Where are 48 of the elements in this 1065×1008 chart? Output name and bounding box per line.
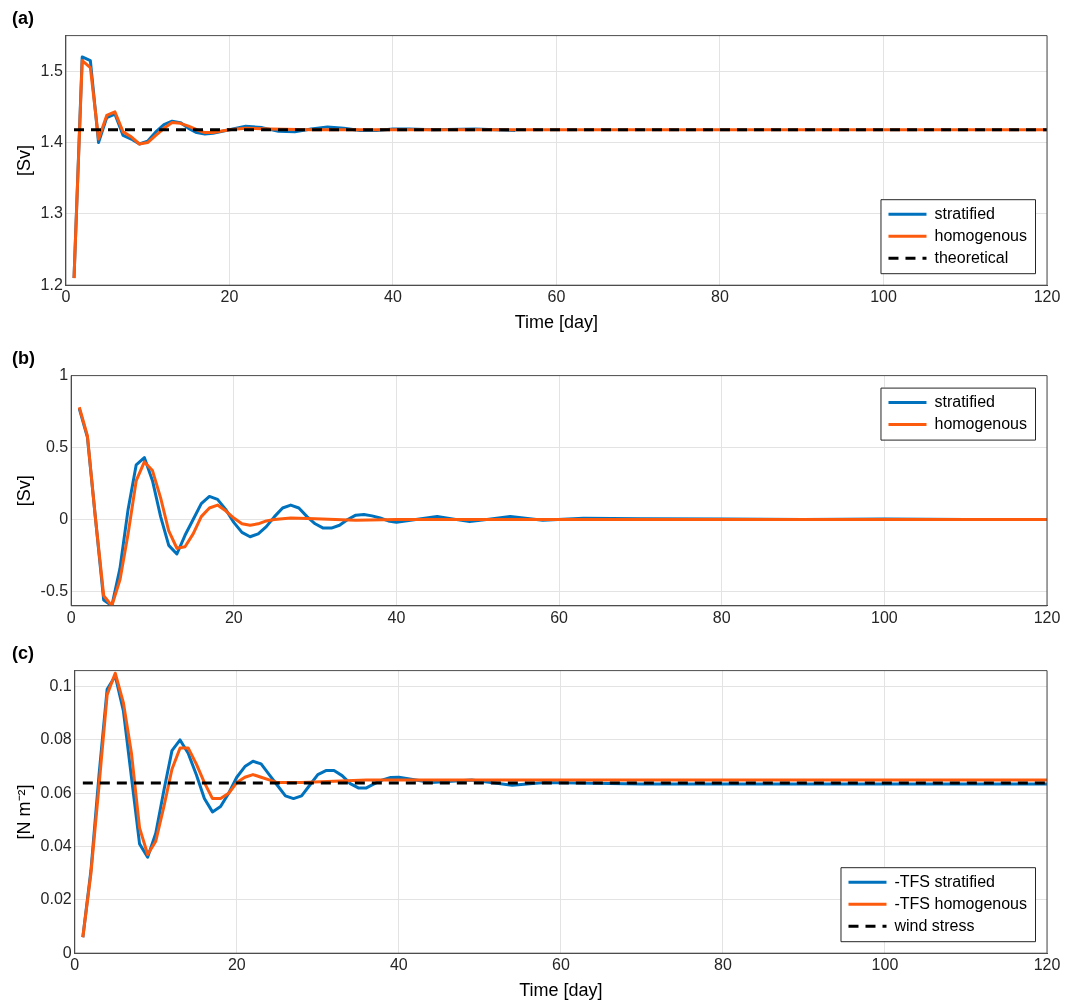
- x-tick-label: 60: [547, 288, 566, 306]
- y-tick-label: 1.2: [40, 275, 63, 293]
- x-tick-label: 20: [227, 956, 246, 974]
- x-tick-label: 80: [712, 608, 731, 626]
- chart-title: (c): [12, 642, 34, 663]
- y-tick-label: 0.02: [40, 890, 72, 908]
- x-axis-title: Time [day]: [514, 312, 599, 333]
- legend-label: stratified: [934, 393, 995, 411]
- y-tick-label: 1.4: [40, 132, 63, 150]
- x-tick-label: 60: [550, 608, 569, 626]
- y-tick-label: 1.5: [40, 61, 63, 79]
- x-tick-label: 120: [1033, 288, 1061, 306]
- y-tick-label: 1: [59, 366, 69, 384]
- y-tick-label: 0.06: [40, 783, 72, 801]
- y-tick-label: 0.5: [45, 437, 69, 455]
- legend-label: homogenous: [934, 415, 1027, 433]
- x-tick-label: 100: [871, 608, 898, 626]
- x-tick-label: 20: [220, 288, 239, 306]
- y-axis-title: [Sv]: [13, 144, 34, 176]
- legend-label: -TFS stratified: [894, 872, 995, 890]
- x-tick-label: 60: [551, 956, 570, 974]
- legend-label: stratified: [934, 204, 995, 222]
- legend-label: -TFS homogenous: [894, 894, 1028, 912]
- x-tick-label: 100: [871, 956, 899, 974]
- y-tick-label: 0.08: [40, 730, 72, 748]
- x-tick-label: 40: [384, 288, 402, 306]
- x-axis-title: Time [day]: [519, 980, 603, 1001]
- y-axis-title: [Sv]: [13, 475, 34, 507]
- legend-label: theoretical: [934, 248, 1009, 266]
- x-tick-label: 120: [1033, 956, 1061, 974]
- x-tick-label: 80: [711, 288, 729, 306]
- x-tick-label: 100: [870, 288, 897, 306]
- y-tick-label: -0.5: [40, 581, 69, 599]
- x-tick-label: 80: [714, 956, 732, 974]
- legend-label: wind stress: [893, 916, 975, 934]
- x-tick-label: 120: [1033, 608, 1061, 626]
- legend-label: homogenous: [934, 226, 1027, 244]
- y-tick-label: 0: [62, 943, 72, 961]
- x-tick-label: 40: [389, 956, 408, 974]
- y-tick-label: 0: [59, 509, 69, 527]
- chart-title: (b): [12, 347, 35, 368]
- y-axis-title: [N m⁻²]: [13, 784, 34, 840]
- chart-title: (a): [12, 7, 34, 28]
- y-tick-label: 0.04: [40, 836, 72, 854]
- x-tick-label: 20: [224, 608, 243, 626]
- y-tick-label: 1.3: [40, 204, 63, 222]
- x-tick-label: 40: [387, 608, 406, 626]
- y-tick-label: 0.1: [49, 677, 72, 694]
